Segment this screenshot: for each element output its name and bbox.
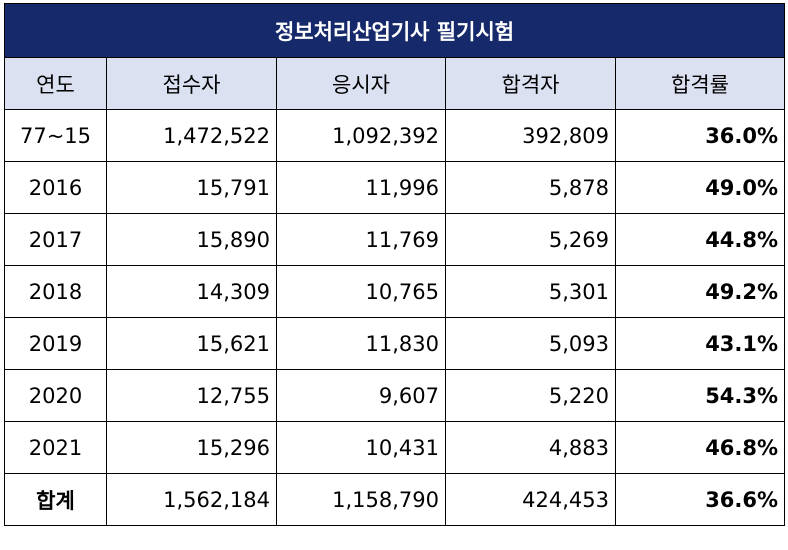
table-title-row: 정보처리산업기사 필기시험 <box>3 3 786 58</box>
cell-examinees: 10,431 <box>276 421 446 474</box>
cell-examinees: 11,996 <box>276 161 446 214</box>
table-row: 2017 15,890 11,769 5,269 44.8% <box>4 213 786 266</box>
cell-passers: 392,809 <box>445 109 616 162</box>
total-pass-rate: 36.6% <box>614 473 786 526</box>
cell-applicants: 15,296 <box>106 421 277 474</box>
header-passers: 합격자 <box>445 57 616 110</box>
cell-applicants: 12,755 <box>106 369 277 422</box>
cell-applicants: 15,890 <box>106 213 277 266</box>
cell-pass-rate: 49.0% <box>614 161 786 214</box>
cell-year: 2016 <box>4 161 107 214</box>
table-row: 2021 15,296 10,431 4,883 46.8% <box>4 421 786 474</box>
table-header-row: 연도 접수자 응시자 합격자 합격률 <box>4 57 786 110</box>
cell-pass-rate: 43.1% <box>614 317 786 370</box>
cell-applicants: 15,791 <box>106 161 277 214</box>
cell-examinees: 1,092,392 <box>276 109 446 162</box>
cell-passers: 5,269 <box>445 213 616 266</box>
total-applicants: 1,562,184 <box>106 473 277 526</box>
cell-examinees: 9,607 <box>276 369 446 422</box>
cell-examinees: 11,830 <box>276 317 446 370</box>
cell-passers: 4,883 <box>445 421 616 474</box>
cell-passers: 5,093 <box>445 317 616 370</box>
cell-year: 2020 <box>4 369 107 422</box>
table-row: 2018 14,309 10,765 5,301 49.2% <box>4 265 786 318</box>
total-label: 합계 <box>4 473 107 526</box>
cell-year: 2018 <box>4 265 107 318</box>
exam-stats-table: 정보처리산업기사 필기시험 연도 접수자 응시자 합격자 합격률 77~15 1… <box>3 3 786 526</box>
table-row: 2020 12,755 9,607 5,220 54.3% <box>4 369 786 422</box>
cell-pass-rate: 46.8% <box>614 421 786 474</box>
header-year: 연도 <box>4 57 107 110</box>
total-passers: 424,453 <box>445 473 616 526</box>
cell-year: 2021 <box>4 421 107 474</box>
cell-pass-rate: 44.8% <box>614 213 786 266</box>
cell-passers: 5,301 <box>445 265 616 318</box>
cell-applicants: 14,309 <box>106 265 277 318</box>
header-examinees: 응시자 <box>276 57 446 110</box>
cell-pass-rate: 36.0% <box>614 109 786 162</box>
table-row: 77~15 1,472,522 1,092,392 392,809 36.0% <box>4 109 786 162</box>
cell-applicants: 15,621 <box>106 317 277 370</box>
table-row: 2016 15,791 11,996 5,878 49.0% <box>4 161 786 214</box>
table-total-row: 합계 1,562,184 1,158,790 424,453 36.6% <box>4 473 786 526</box>
table-row: 2019 15,621 11,830 5,093 43.1% <box>4 317 786 370</box>
header-applicants: 접수자 <box>106 57 277 110</box>
header-pass-rate: 합격률 <box>614 57 786 110</box>
cell-pass-rate: 49.2% <box>614 265 786 318</box>
exam-stats-table-container: 정보처리산업기사 필기시험 연도 접수자 응시자 합격자 합격률 77~15 1… <box>3 3 786 526</box>
total-examinees: 1,158,790 <box>276 473 446 526</box>
table-title: 정보처리산업기사 필기시험 <box>3 3 786 58</box>
cell-year: 77~15 <box>4 109 107 162</box>
cell-examinees: 11,769 <box>276 213 446 266</box>
cell-passers: 5,878 <box>445 161 616 214</box>
cell-applicants: 1,472,522 <box>106 109 277 162</box>
cell-passers: 5,220 <box>445 369 616 422</box>
cell-pass-rate: 54.3% <box>614 369 786 422</box>
cell-year: 2019 <box>4 317 107 370</box>
cell-year: 2017 <box>4 213 107 266</box>
cell-examinees: 10,765 <box>276 265 446 318</box>
